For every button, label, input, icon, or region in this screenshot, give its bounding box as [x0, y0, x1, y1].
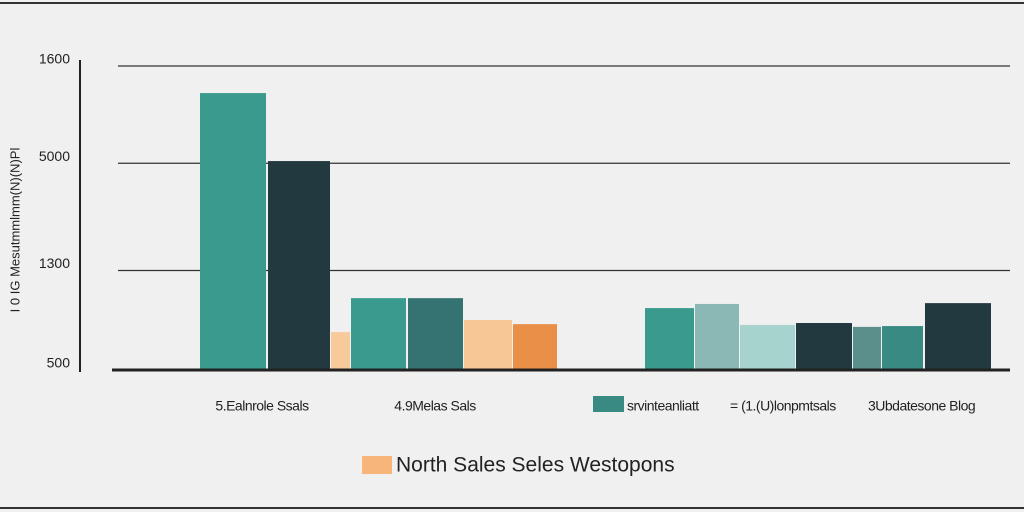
x-label: srvinteanliatt [627, 398, 699, 414]
y-tick-label: 5000 [39, 148, 70, 164]
legend-label: North Sales Seles Westopons [396, 454, 675, 477]
bar [331, 332, 350, 370]
bar [464, 319, 512, 370]
bar [853, 326, 881, 370]
bar [925, 303, 991, 370]
y-tick-label: 1300 [39, 255, 70, 271]
label-swatch [593, 396, 624, 412]
bar [200, 93, 266, 371]
bar [351, 298, 406, 370]
y-axis-title: I 0 IG Mesutmmlmm(N)(N)Pl [7, 148, 22, 313]
y-tick-label: 1600 [39, 51, 70, 67]
x-label: 4.9Melas Sals [394, 398, 476, 414]
y-tick-label: 500 [47, 355, 71, 371]
x-label: 5.Ealnrole Ssals [215, 398, 309, 414]
bar [796, 323, 852, 370]
bar [740, 324, 795, 370]
legend-swatch [362, 456, 392, 474]
x-label: 3Ubdatesone Blog [868, 398, 975, 414]
x-label: = (1.(U)lonpmtsals [730, 398, 836, 414]
bar [268, 161, 330, 370]
bar [513, 324, 557, 370]
bar [645, 308, 694, 370]
bar [695, 303, 739, 370]
bar [882, 326, 923, 370]
bar [408, 298, 463, 370]
